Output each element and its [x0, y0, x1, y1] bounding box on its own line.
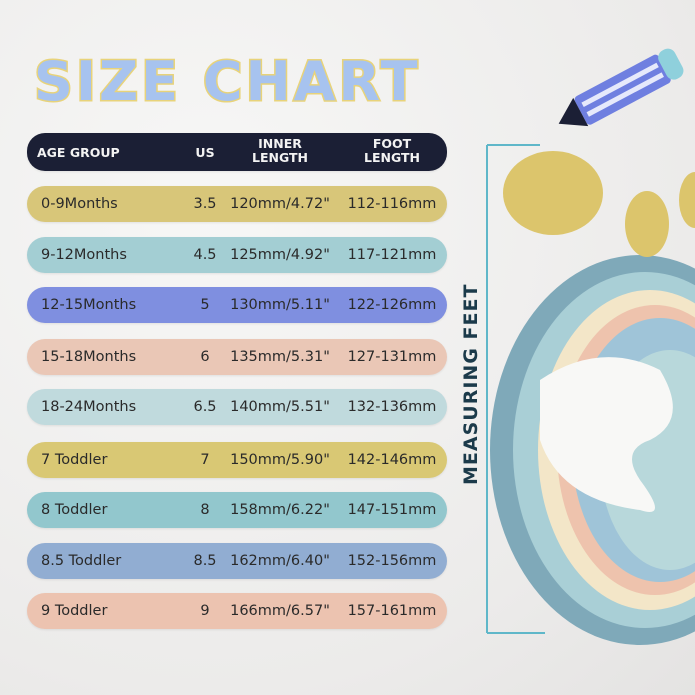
- foot-length-cell: 142-146mm: [347, 452, 437, 468]
- table-row: 8 Toddler 8 158mm/6.22" 147-151mm: [27, 492, 447, 528]
- header-inner-2: LENGTH: [252, 150, 308, 165]
- foot-length-cell: 112-116mm: [347, 196, 437, 212]
- age-cell: 12-15Months: [41, 297, 137, 313]
- foot-length-cell: 147-151mm: [347, 502, 437, 518]
- pencil-icon: [558, 48, 684, 127]
- inner-length-cell: 140mm/5.51": [230, 399, 330, 415]
- age-cell: 8.5 Toddler: [41, 553, 122, 569]
- age-cell: 15-18Months: [41, 349, 137, 365]
- age-cell: 0-9Months: [41, 196, 118, 212]
- foot-length-cell: 152-156mm: [347, 553, 437, 569]
- inner-length-cell: 125mm/4.92": [230, 247, 330, 263]
- foot-length-cell: 122-126mm: [347, 297, 437, 313]
- header-inner-1: INNER: [258, 136, 302, 151]
- us-size-cell: 8: [200, 502, 210, 518]
- table-row: 18-24Months 6.5 140mm/5.51" 132-136mm: [27, 389, 447, 425]
- header-foot-2: LENGTH: [364, 150, 420, 165]
- foot-length-cell: 117-121mm: [347, 247, 437, 263]
- table-row: 12-15Months 5 130mm/5.11" 122-126mm: [27, 287, 447, 323]
- inner-length-cell: 120mm/4.72": [230, 196, 330, 212]
- table-row: 15-18Months 6 135mm/5.31" 127-131mm: [27, 339, 447, 375]
- table-header: AGE GROUP US INNER LENGTH FOOT LENGTH: [27, 133, 447, 171]
- ruler-line: [486, 144, 545, 634]
- us-size-cell: 7: [200, 452, 210, 468]
- us-size-cell: 8.5: [193, 553, 217, 569]
- page-title: SIZE CHART: [32, 49, 421, 115]
- inner-length-cell: 130mm/5.11": [230, 297, 330, 313]
- inner-length-cell: 135mm/5.31": [230, 349, 330, 365]
- us-size-cell: 5: [200, 297, 210, 313]
- header-foot-1: FOOT: [372, 136, 412, 151]
- footprint-icon: [490, 151, 695, 645]
- header-us: US: [195, 144, 215, 160]
- header-age: AGE GROUP: [37, 144, 120, 160]
- table-row: 0-9Months 3.5 120mm/4.72" 112-116mm: [27, 186, 447, 222]
- table-row: 9-12Months 4.5 125mm/4.92" 117-121mm: [27, 237, 447, 273]
- age-cell: 9-12Months: [41, 247, 127, 263]
- inner-length-cell: 150mm/5.90": [230, 452, 330, 468]
- foot-length-cell: 127-131mm: [347, 349, 437, 365]
- inner-length-cell: 162mm/6.40": [230, 553, 330, 569]
- foot-length-cell: 132-136mm: [347, 399, 437, 415]
- table-row: 7 Toddler 7 150mm/5.90" 142-146mm: [27, 442, 447, 478]
- table-row: 9 Toddler 9 166mm/6.57" 157-161mm: [27, 593, 447, 629]
- age-cell: 18-24Months: [41, 399, 137, 415]
- inner-length-cell: 166mm/6.57": [230, 603, 330, 619]
- us-size-cell: 9: [200, 603, 210, 619]
- us-size-cell: 3.5: [193, 196, 217, 212]
- age-cell: 7 Toddler: [41, 452, 108, 468]
- us-size-cell: 6.5: [193, 399, 217, 415]
- age-cell: 8 Toddler: [41, 502, 108, 518]
- foot-length-cell: 157-161mm: [347, 603, 437, 619]
- us-size-cell: 6: [200, 349, 210, 365]
- table-row: 8.5 Toddler 8.5 162mm/6.40" 152-156mm: [27, 543, 447, 579]
- us-size-cell: 4.5: [193, 247, 217, 263]
- age-cell: 9 Toddler: [41, 603, 108, 619]
- inner-length-cell: 158mm/6.22": [230, 502, 330, 518]
- side-label: MEASURING FEET: [460, 284, 482, 485]
